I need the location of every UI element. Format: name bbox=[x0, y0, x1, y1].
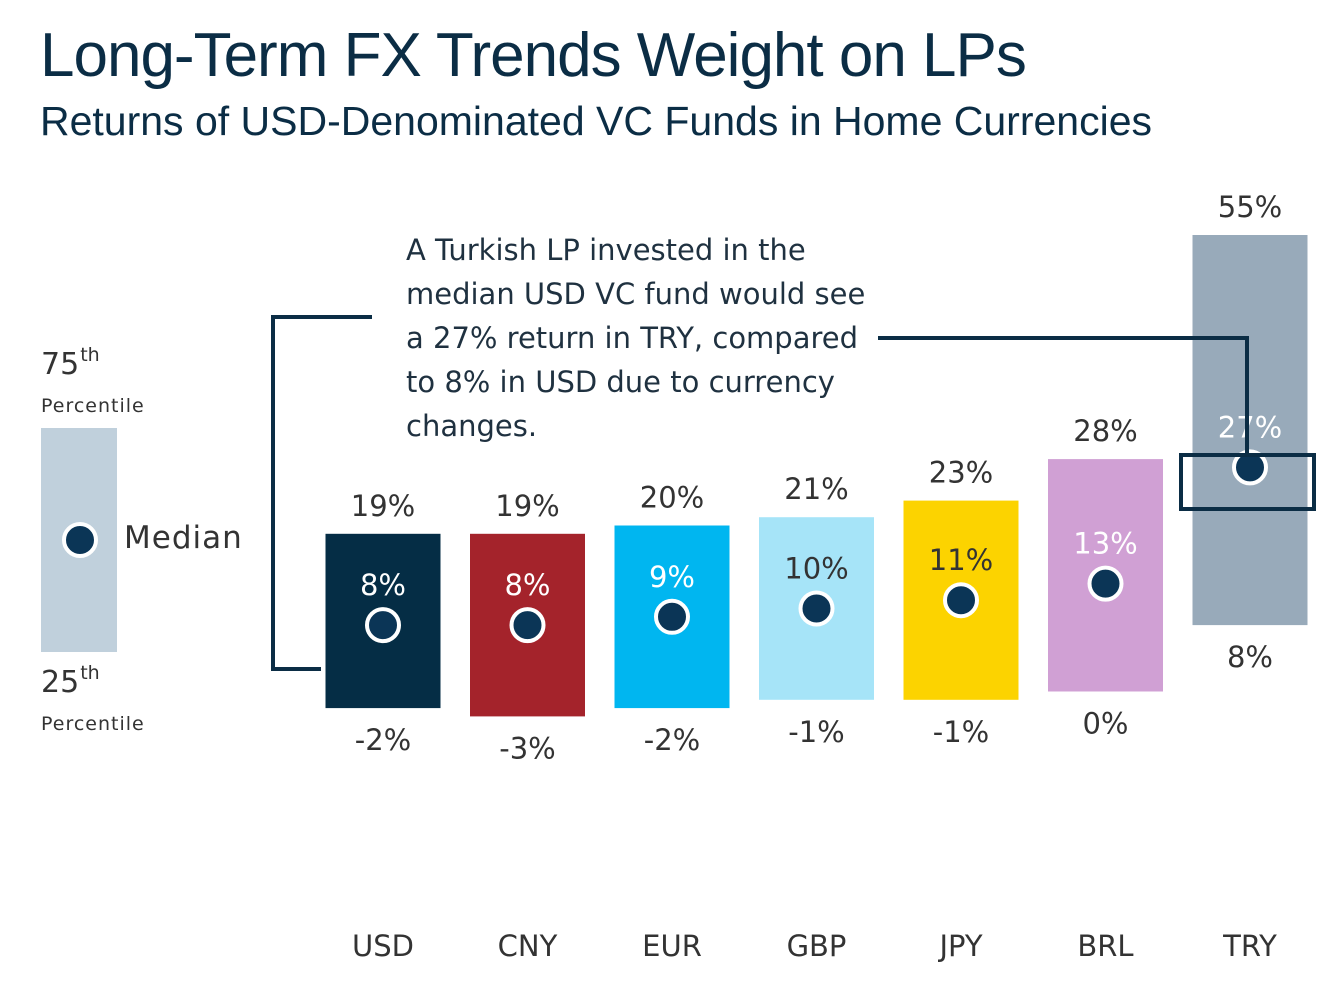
legend-upper-number: 75th bbox=[41, 344, 100, 382]
legend-lower-value: 25 bbox=[41, 665, 80, 700]
callout-connector-usd bbox=[271, 315, 372, 671]
p75-label-usd: 19% bbox=[351, 489, 415, 523]
median-dot-usd bbox=[365, 607, 401, 644]
median-label-cny: 8% bbox=[504, 568, 550, 602]
category-label-jpy: JPY bbox=[937, 929, 982, 963]
category-label-try: TRY bbox=[1222, 929, 1277, 963]
legend-lower-number: 25th bbox=[41, 662, 100, 700]
legend-lower-suffix: th bbox=[80, 662, 100, 684]
category-label-usd: USD bbox=[352, 929, 414, 963]
median-label-usd: 8% bbox=[360, 568, 406, 602]
median-label-gbp: 10% bbox=[784, 552, 848, 586]
bar-try bbox=[1192, 235, 1308, 626]
category-label-gbp: GBP bbox=[787, 929, 847, 963]
p75-label-jpy: 23% bbox=[929, 456, 993, 490]
p75-label-cny: 19% bbox=[495, 489, 559, 523]
median-dot-brl bbox=[1087, 565, 1124, 602]
p75-label-eur: 20% bbox=[640, 481, 704, 515]
median-dot-eur bbox=[654, 598, 690, 635]
p25-label-usd: -2% bbox=[355, 723, 411, 757]
median-label-brl: 13% bbox=[1073, 527, 1137, 561]
p25-label-eur: -2% bbox=[644, 723, 700, 757]
legend-lower-label: Percentile bbox=[41, 713, 145, 735]
callout-connector-try bbox=[878, 336, 1249, 455]
median-dot-gbp bbox=[798, 590, 835, 627]
p75-label-try: 55% bbox=[1218, 190, 1282, 224]
p25-label-gbp: -1% bbox=[788, 715, 844, 749]
legend-upper-value: 75 bbox=[41, 347, 80, 382]
median-label-jpy: 11% bbox=[929, 543, 993, 577]
callout-text: A Turkish LP invested in the median USD … bbox=[406, 233, 866, 443]
median-dot-jpy bbox=[943, 582, 979, 619]
median-label-try: 27% bbox=[1218, 410, 1282, 444]
legend-upper-label: Percentile bbox=[41, 395, 145, 417]
legend-upper-suffix: th bbox=[80, 344, 100, 366]
highlight-box-try bbox=[1179, 453, 1316, 511]
legend-median-label: Median bbox=[124, 520, 243, 556]
category-label-cny: CNY bbox=[498, 929, 558, 963]
category-label-brl: BRL bbox=[1077, 929, 1133, 963]
legend-median-dot bbox=[62, 522, 98, 558]
p25-label-cny: -3% bbox=[499, 731, 555, 765]
p75-label-gbp: 21% bbox=[784, 472, 848, 506]
category-label-eur: EUR bbox=[642, 929, 702, 963]
p25-label-brl: 0% bbox=[1082, 707, 1128, 741]
p25-label-try: 8% bbox=[1227, 640, 1273, 674]
p75-label-brl: 28% bbox=[1073, 414, 1137, 448]
median-dot-try bbox=[1232, 449, 1268, 486]
p25-label-jpy: -1% bbox=[933, 715, 989, 749]
median-label-eur: 9% bbox=[649, 560, 695, 594]
page-title: Long-Term FX Trends Weight on LPs bbox=[40, 21, 1027, 90]
median-dot-cny bbox=[509, 607, 546, 644]
page-subtitle: Returns of USD-Denominated VC Funds in H… bbox=[40, 98, 1153, 144]
